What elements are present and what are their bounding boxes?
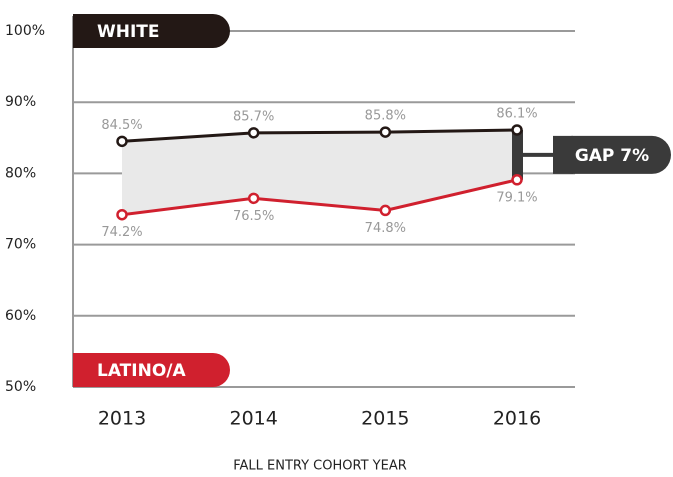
y-tick-label: 70% [5,237,36,253]
point [379,204,392,217]
point [511,124,523,136]
legend-label: WHITE [97,22,160,42]
series-line [121,128,518,143]
point [247,127,260,139]
legend-label: LATINO/A [97,361,186,381]
point [116,135,128,148]
value-label: 76.5% [233,209,274,224]
y-tick-label: 60% [5,308,36,324]
y-tick-label: 80% [5,165,36,181]
y-tick-label: 90% [5,94,36,110]
value-label: 79.1% [496,190,537,205]
value-label: 86.1% [496,106,537,121]
legend-badge [85,353,230,387]
legend-badge-left [73,14,103,48]
x-axis-label: FALL ENTRY COHORT YEAR [233,459,407,474]
legend-badge [85,14,230,48]
x-tick-label: 2013 [98,408,146,430]
value-label: 85.7% [233,109,274,124]
series-line [121,178,518,217]
value-label: 84.5% [101,118,142,133]
point [379,126,392,138]
x-tick-label: 2016 [493,408,541,430]
point [116,208,128,221]
x-tick-label: 2014 [229,408,277,430]
point [247,192,260,205]
value-label: 85.8% [365,109,406,124]
legend-badge-left [73,353,103,387]
x-tick-label: 2015 [361,408,409,430]
point [511,174,523,186]
y-tick-label: 100% [5,23,45,39]
gap-badge-left [553,135,573,174]
gap-label: GAP 7% [575,146,649,166]
value-label: 74.8% [365,221,406,236]
value-label: 74.2% [101,225,142,240]
y-tick-label: 50% [5,379,36,395]
gap-badge [553,135,671,174]
gap-area [122,129,517,215]
